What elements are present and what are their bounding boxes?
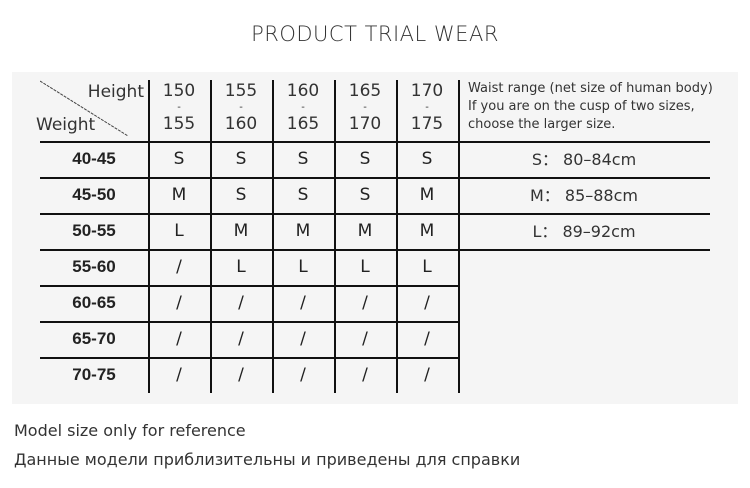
height-to: 155 bbox=[162, 114, 196, 134]
waist-note-line: If you are on the cusp of two sizes, bbox=[468, 99, 695, 114]
size-cell: / bbox=[424, 293, 430, 313]
height-from: 165 bbox=[348, 81, 382, 101]
height-label: Height bbox=[87, 82, 144, 102]
height-from: 150 bbox=[162, 81, 196, 101]
height-to: 160 bbox=[224, 114, 258, 134]
column-divider bbox=[272, 80, 274, 393]
weight-range: 40-45 bbox=[72, 149, 116, 168]
row-divider bbox=[40, 321, 458, 323]
height-from: 170 bbox=[410, 81, 444, 101]
waist-size: L： 89–92cm bbox=[532, 222, 636, 241]
range-dash: - bbox=[177, 102, 181, 113]
size-chart-panel bbox=[12, 72, 738, 404]
row-divider bbox=[40, 357, 458, 359]
waist-note-line: Waist range (net size of human body) bbox=[468, 81, 713, 96]
column-divider bbox=[396, 80, 398, 393]
height-to: 170 bbox=[348, 114, 382, 134]
size-cell: / bbox=[238, 365, 244, 385]
weight-label: Weight bbox=[36, 115, 96, 135]
height-range-header: 165-170 bbox=[334, 76, 396, 140]
size-cell: M bbox=[171, 185, 187, 205]
height-from: 160 bbox=[286, 81, 320, 101]
size-cell: / bbox=[300, 293, 306, 313]
height-range-header: 170-175 bbox=[396, 76, 458, 140]
size-cell: S bbox=[173, 149, 185, 169]
column-divider bbox=[458, 80, 460, 393]
size-cell: L bbox=[422, 257, 432, 277]
height-range-header: 155-160 bbox=[210, 76, 272, 140]
range-dash: - bbox=[301, 102, 305, 113]
size-cell: / bbox=[424, 365, 430, 385]
size-cell: S bbox=[297, 149, 309, 169]
height-to: 175 bbox=[410, 114, 444, 134]
waist-note-line: choose the larger size. bbox=[468, 117, 616, 132]
size-cell: / bbox=[362, 293, 368, 313]
waist-size: S： 80–84cm bbox=[531, 150, 637, 169]
size-cell: / bbox=[176, 293, 182, 313]
waist-size: M： 85–88cm bbox=[530, 186, 638, 205]
height-to: 165 bbox=[286, 114, 320, 134]
column-divider bbox=[148, 80, 150, 393]
weight-range: 45-50 bbox=[72, 185, 116, 204]
weight-range: 70-75 bbox=[72, 365, 116, 384]
range-dash: - bbox=[425, 102, 429, 113]
size-cell: M bbox=[419, 185, 435, 205]
column-divider bbox=[334, 80, 336, 393]
size-cell: S bbox=[359, 185, 371, 205]
size-cell: / bbox=[362, 365, 368, 385]
height-range-header: 160-165 bbox=[272, 76, 334, 140]
size-cell: / bbox=[238, 293, 244, 313]
row-divider bbox=[40, 213, 710, 215]
weight-range: 65-70 bbox=[72, 329, 116, 348]
height-range-header: 150-155 bbox=[148, 76, 210, 140]
size-cell: M bbox=[233, 221, 249, 241]
row-divider bbox=[40, 285, 458, 287]
column-divider bbox=[210, 80, 212, 393]
size-cell: / bbox=[300, 365, 306, 385]
size-cell: / bbox=[362, 329, 368, 349]
size-cell: / bbox=[238, 329, 244, 349]
size-cell: L bbox=[236, 257, 246, 277]
footer-english: Model size only for reference bbox=[14, 421, 246, 440]
page-title: PRODUCT TRIAL WEAR bbox=[251, 22, 499, 46]
weight-range: 55-60 bbox=[72, 257, 116, 276]
size-cell: M bbox=[295, 221, 311, 241]
row-divider bbox=[40, 177, 710, 179]
waist-note: Waist range (net size of human body) If … bbox=[468, 80, 713, 134]
weight-range: 60-65 bbox=[72, 293, 116, 312]
size-cell: M bbox=[357, 221, 373, 241]
size-cell: / bbox=[176, 365, 182, 385]
corner-diagonal bbox=[40, 80, 129, 137]
size-cell: L bbox=[298, 257, 308, 277]
size-cell: L bbox=[174, 221, 184, 241]
size-cell: / bbox=[424, 329, 430, 349]
weight-range: 50-55 bbox=[72, 221, 116, 240]
height-from: 155 bbox=[224, 81, 258, 101]
row-divider bbox=[40, 249, 710, 251]
range-dash: - bbox=[363, 102, 367, 113]
size-cell: M bbox=[419, 221, 435, 241]
footer-russian: Данные модели приблизительны и приведены… bbox=[14, 450, 521, 469]
size-cell: S bbox=[235, 149, 247, 169]
size-cell: S bbox=[235, 185, 247, 205]
row-divider bbox=[40, 141, 710, 143]
size-cell: S bbox=[359, 149, 371, 169]
size-cell: S bbox=[297, 185, 309, 205]
range-dash: - bbox=[239, 102, 243, 113]
size-cell: / bbox=[176, 257, 182, 277]
size-cell: / bbox=[176, 329, 182, 349]
size-cell: L bbox=[360, 257, 370, 277]
size-cell: S bbox=[421, 149, 433, 169]
size-cell: / bbox=[300, 329, 306, 349]
